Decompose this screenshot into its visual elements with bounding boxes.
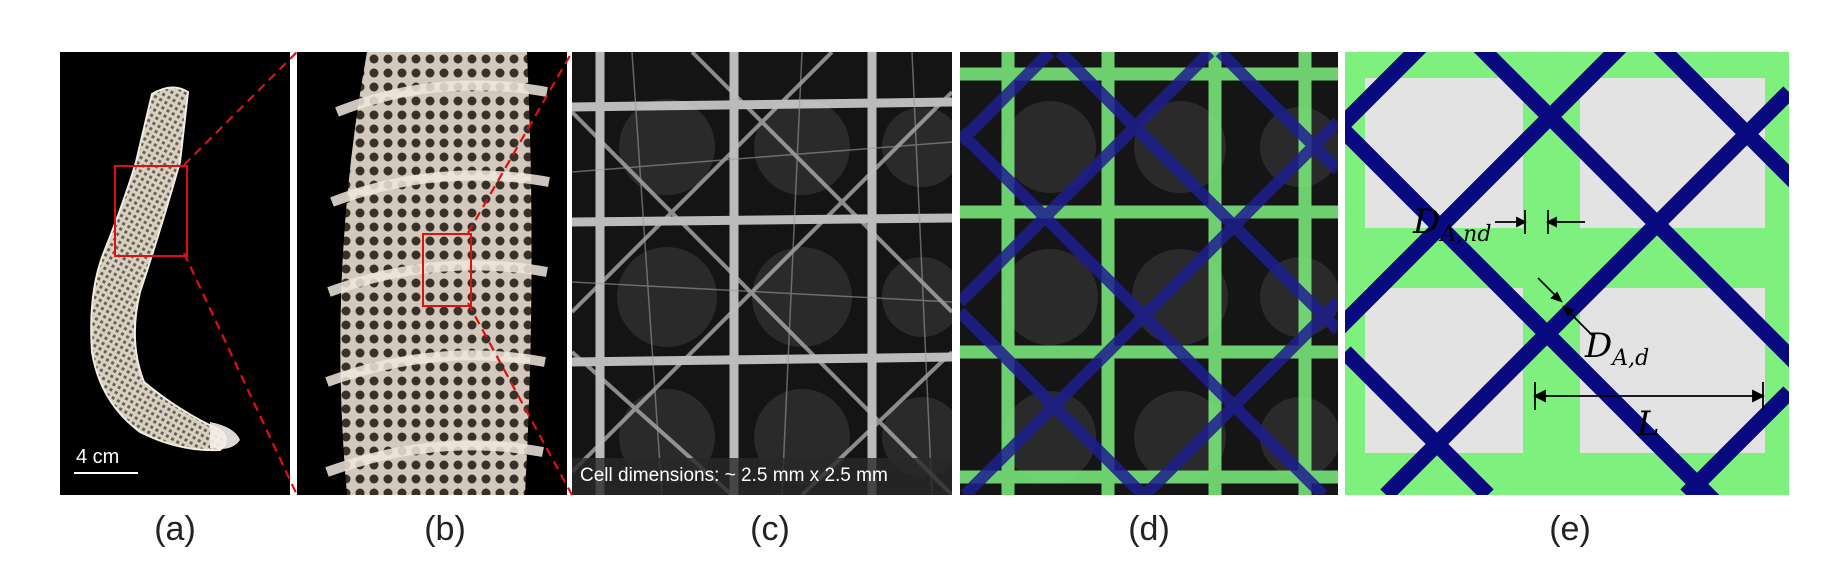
cell-squares	[1365, 78, 1765, 453]
strut-overlay-illustration	[960, 52, 1338, 495]
panel-b-photo	[297, 52, 567, 495]
highlight-box-b	[422, 233, 472, 307]
panel-a-photo: 4 cm	[60, 52, 290, 495]
label-d-a-d-sub: A,d	[1612, 345, 1650, 371]
label-d-a-nd: DA,nd	[1413, 202, 1491, 247]
cell-dimensions-caption: Cell dimensions: ~ 2.5 mm x 2.5 mm	[580, 465, 888, 486]
panel-d-overlay	[960, 52, 1338, 495]
panel-label-c: (c)	[750, 510, 790, 548]
mesh-closeup-illustration	[572, 52, 952, 495]
label-d-a-nd-sub: A,nd	[1440, 221, 1492, 247]
highlight-box-a	[114, 165, 188, 257]
diagonal-struts	[1345, 52, 1789, 495]
caption-box	[572, 458, 952, 495]
panel-label-e: (e)	[1549, 510, 1591, 548]
label-l: L	[1637, 404, 1660, 444]
label-d-a-nd-main: D	[1413, 202, 1441, 242]
panel-e-schematic: DA,nd DA,d L	[1345, 52, 1789, 495]
label-d-a-d: DA,d	[1585, 326, 1649, 371]
label-d-a-d-main: D	[1585, 326, 1613, 366]
panel-label-d: (d)	[1128, 510, 1170, 548]
scale-bar-label: 4 cm	[76, 446, 120, 468]
sponge-full-illustration	[90, 86, 240, 452]
panel-label-a: (a)	[154, 510, 196, 548]
panel-c-photo: Cell dimensions: ~ 2.5 mm x 2.5 mm	[572, 52, 952, 495]
panel-label-b: (b)	[424, 510, 466, 548]
scale-bar	[74, 472, 138, 474]
lattice-schematic	[1345, 52, 1789, 495]
